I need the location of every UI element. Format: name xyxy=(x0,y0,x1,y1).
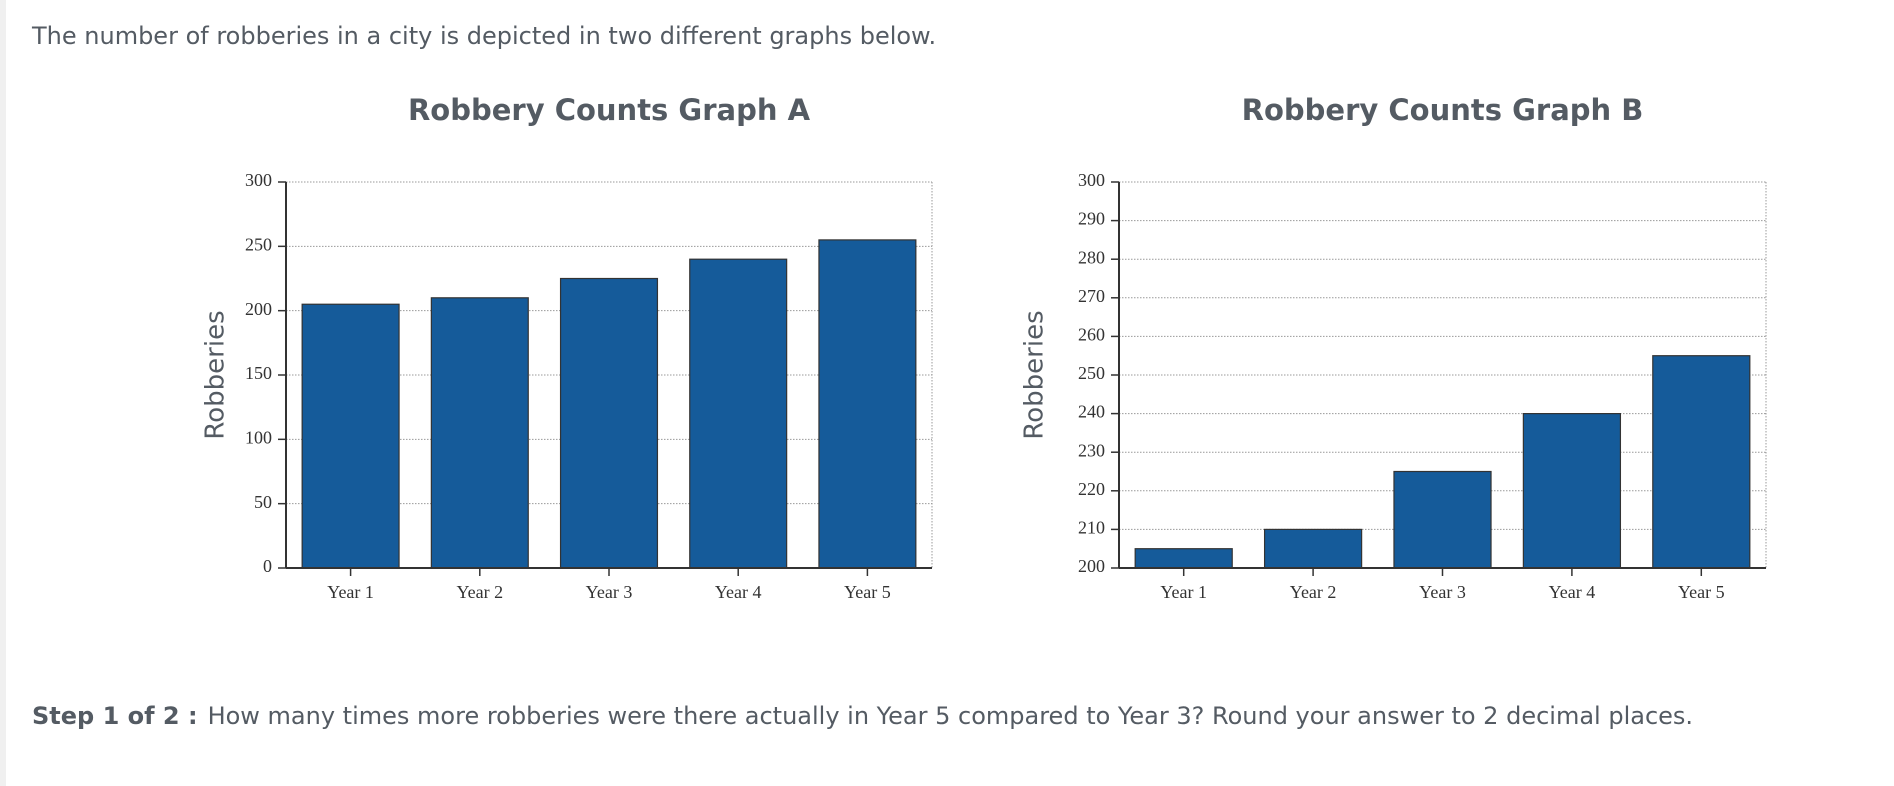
y-tick-label: 210 xyxy=(1078,518,1105,538)
y-tick-label: 220 xyxy=(1078,479,1105,499)
step-label: Step 1 of 2 : xyxy=(32,702,198,730)
y-tick-label: 50 xyxy=(254,492,272,512)
bar xyxy=(559,277,659,569)
x-tick-label: Year 5 xyxy=(844,582,891,602)
question: Step 1 of 2 : How many times more robberi… xyxy=(32,702,1693,730)
bar xyxy=(430,297,529,569)
y-tick-label: 100 xyxy=(245,427,272,447)
x-tick-label: Year 1 xyxy=(1160,582,1207,602)
y-tick-label: 260 xyxy=(1078,325,1105,345)
intro-text: The number of robberies in a city is dep… xyxy=(32,22,937,50)
bar xyxy=(689,258,788,569)
bar xyxy=(1263,528,1363,569)
question-text: How many times more robberies were there… xyxy=(207,702,1694,730)
chart-title: Robbery Counts Graph A xyxy=(408,93,811,127)
y-tick-label: 200 xyxy=(245,299,272,319)
bar xyxy=(1652,355,1751,569)
x-tick-label: Year 4 xyxy=(1549,582,1596,602)
x-tick-label: Year 3 xyxy=(1419,582,1466,602)
y-tick-label: 0 xyxy=(263,556,272,576)
chart-title: Robbery Counts Graph B xyxy=(1242,93,1644,127)
bar xyxy=(818,239,917,569)
bar xyxy=(301,303,400,569)
x-tick-label: Year 1 xyxy=(327,582,374,602)
bar xyxy=(1522,413,1622,569)
y-tick-label: 230 xyxy=(1078,440,1105,460)
y-axis-label: Robberies xyxy=(201,310,231,439)
y-tick-label: 300 xyxy=(1078,170,1105,190)
y-tick-label: 150 xyxy=(245,363,272,383)
y-axis-label: Robberies xyxy=(1020,310,1050,439)
y-tick-label: 200 xyxy=(1078,556,1105,576)
x-tick-label: Year 3 xyxy=(586,582,633,602)
x-tick-label: Year 4 xyxy=(715,582,762,602)
x-tick-label: Year 2 xyxy=(1290,582,1337,602)
y-tick-label: 280 xyxy=(1078,247,1105,267)
x-tick-label: Year 5 xyxy=(1678,582,1725,602)
bar xyxy=(1393,470,1492,569)
y-tick-label: 250 xyxy=(245,234,272,254)
y-tick-label: 300 xyxy=(245,170,272,190)
y-tick-label: 270 xyxy=(1078,286,1105,306)
x-tick-label: Year 2 xyxy=(456,582,503,602)
y-tick-label: 290 xyxy=(1078,209,1105,229)
left-border xyxy=(0,0,6,786)
bar xyxy=(1134,548,1233,569)
y-tick-label: 250 xyxy=(1078,363,1105,383)
y-tick-label: 240 xyxy=(1078,402,1105,422)
